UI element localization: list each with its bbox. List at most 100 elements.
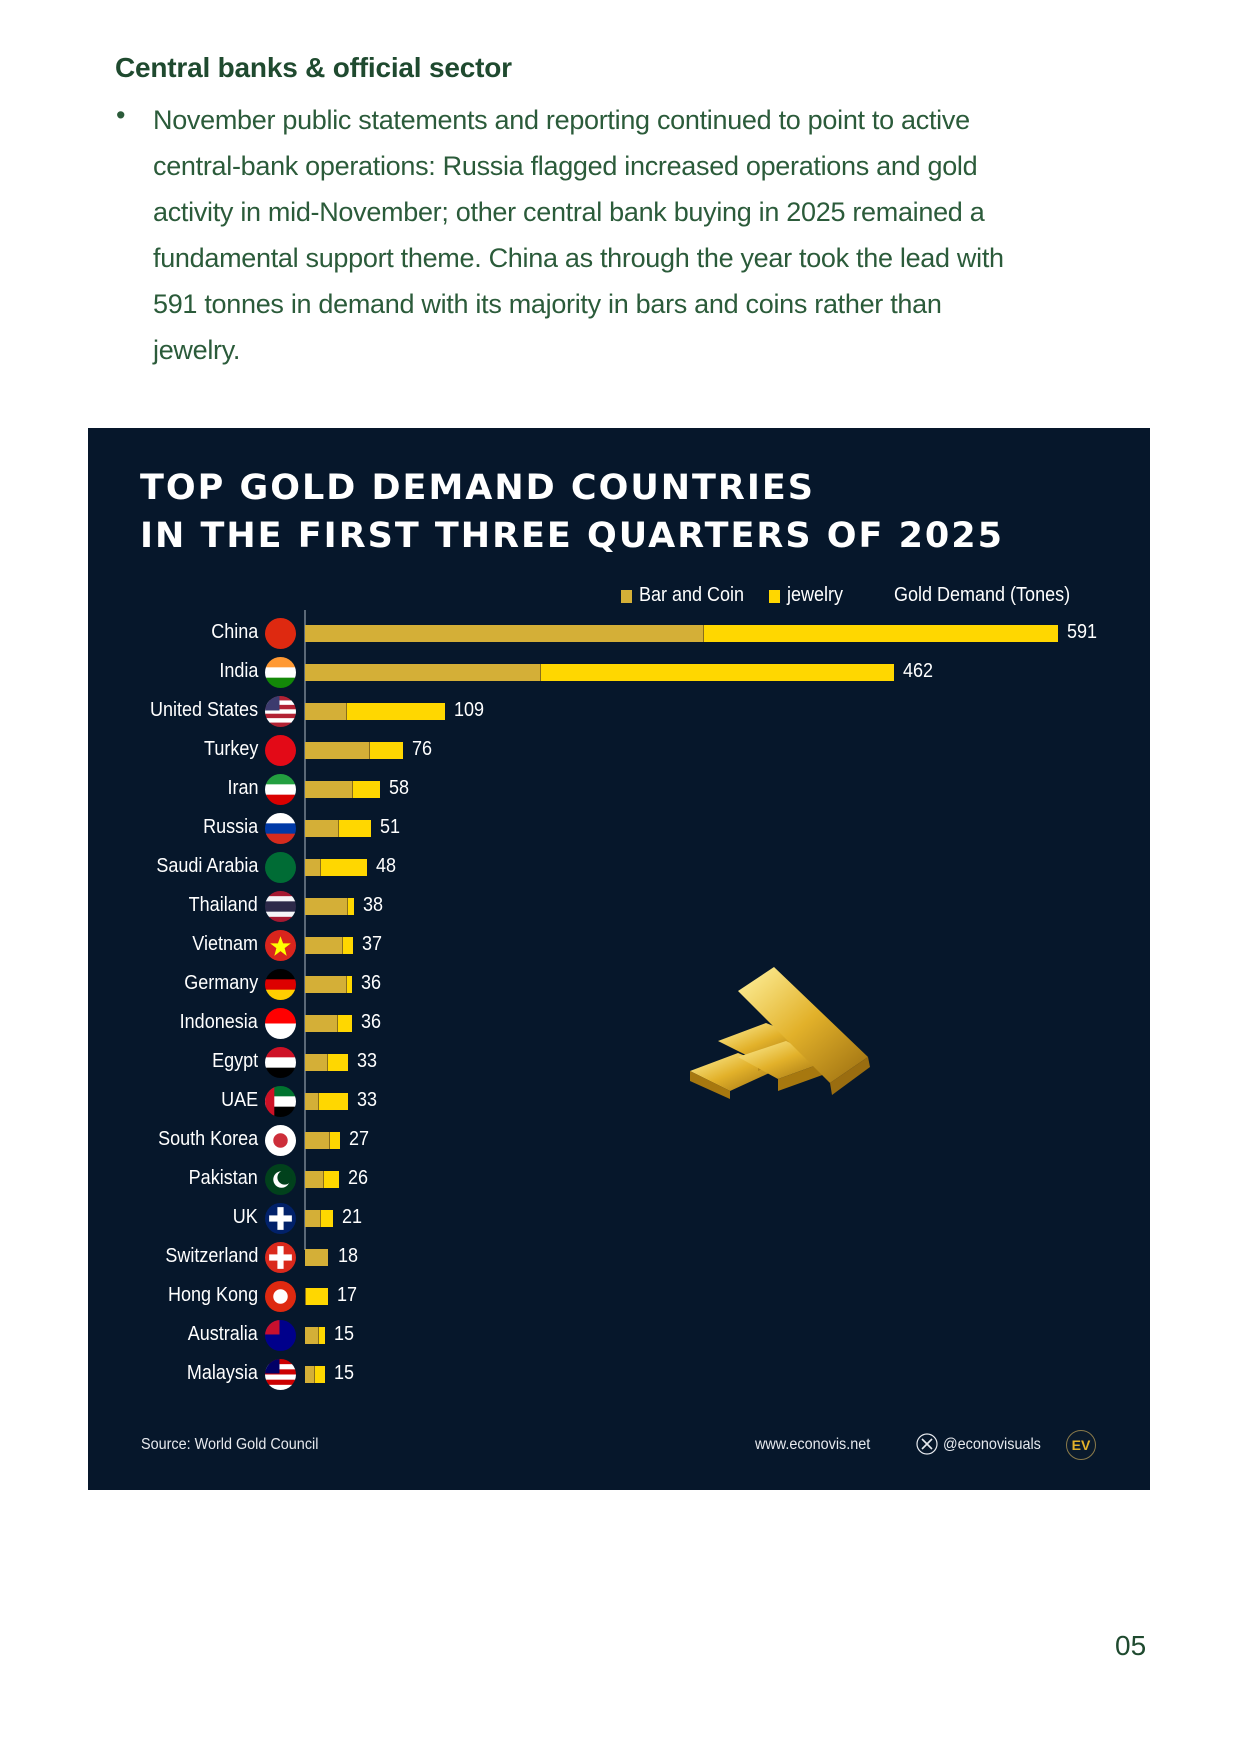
bar-segment-jewelry <box>368 742 403 759</box>
flag-germany-icon <box>265 969 296 1000</box>
bar-segment-jewelry <box>320 859 368 876</box>
total-value-label: 591 <box>1067 621 1098 643</box>
total-value-label: 76 <box>411 738 432 760</box>
bar-segment-jewelry <box>326 1054 348 1071</box>
flag-uk-icon <box>265 1203 296 1234</box>
total-value-label: 38 <box>363 894 384 916</box>
bar-segment-bar-and-coin <box>305 976 346 993</box>
legend-label-jewelry: jewelry <box>787 584 844 606</box>
bar-segment-bar-and-coin <box>305 1054 327 1071</box>
total-value-label: 26 <box>348 1167 369 1189</box>
x-twitter-icon <box>916 1433 938 1455</box>
category-label: United States <box>149 699 258 721</box>
category-label: Iran <box>226 777 258 799</box>
bar-segment-jewelry <box>345 703 445 720</box>
total-value-label: 58 <box>388 777 409 799</box>
category-label: UK <box>232 1206 258 1228</box>
gold-bars-image <box>690 967 870 1099</box>
total-value-label: 51 <box>379 816 400 838</box>
bar-segment-jewelry <box>317 1327 326 1344</box>
bar-segment-bar-and-coin <box>305 898 347 915</box>
category-label: Malaysia <box>186 1362 258 1384</box>
flag-pakistan-icon <box>265 1164 296 1195</box>
bar-segment-jewelry <box>703 625 1058 642</box>
bar-segment-bar-and-coin <box>305 703 346 720</box>
flag-vietnam-icon <box>265 930 296 961</box>
bar-segment-jewelry <box>352 781 380 798</box>
bar-segment-bar-and-coin <box>305 1327 318 1344</box>
page-number: 05 <box>1115 1630 1147 1661</box>
total-value-label: 33 <box>356 1050 378 1072</box>
flag-india-icon <box>265 657 296 688</box>
total-value-label: 36 <box>360 972 381 994</box>
bar-segment-bar-and-coin <box>305 781 353 798</box>
category-label: Egypt <box>211 1050 258 1072</box>
bar-segment-jewelry <box>317 1093 348 1110</box>
para-line: central-bank operations: Russia flagged … <box>153 151 978 181</box>
legend-swatch-bar-and-coin <box>621 590 632 603</box>
flag-china-icon <box>265 618 296 649</box>
total-value-label: 18 <box>337 1245 358 1267</box>
total-value-label: 109 <box>453 699 484 721</box>
bar-segment-bar-and-coin <box>305 1093 318 1110</box>
flag-russia-icon <box>265 813 296 844</box>
flag-hong-kong-icon <box>265 1281 296 1312</box>
legend-swatch-jewelry <box>769 590 780 603</box>
category-label: Saudi Arabia <box>155 855 258 877</box>
bar-segment-jewelry <box>346 898 355 915</box>
bullet-paragraph: November public statements and reporting… <box>153 97 1143 373</box>
category-label: UAE <box>220 1089 258 1111</box>
bar-segment-bar-and-coin <box>305 1210 321 1227</box>
category-label: India <box>218 660 258 682</box>
category-label: Indonesia <box>179 1011 258 1033</box>
category-label: Vietnam <box>192 933 258 955</box>
social-handle[interactable]: @econovisuals <box>943 1436 1041 1453</box>
bullet-marker: • <box>116 100 126 130</box>
econovis-logo: EV <box>1066 1430 1096 1460</box>
para-line: 591 tonnes in demand with its majority i… <box>153 289 942 319</box>
bar-segment-bar-and-coin <box>305 1249 328 1266</box>
category-label: South Korea <box>157 1128 258 1150</box>
para-line: fundamental support theme. China as thro… <box>153 243 1004 273</box>
value-header: Gold Demand (Tones) <box>894 584 1071 606</box>
bar-segment-jewelry <box>338 820 371 837</box>
bar-segment-bar-and-coin <box>305 859 321 876</box>
bar-segment-bar-and-coin <box>305 625 704 642</box>
website-link[interactable]: www.econovis.net <box>755 1436 871 1453</box>
bar-segment-bar-and-coin <box>305 937 342 954</box>
bar-segment-bar-and-coin <box>305 1015 337 1032</box>
total-value-label: 17 <box>336 1284 357 1306</box>
legend-label-bar-and-coin: Bar and Coin <box>639 584 745 606</box>
category-label: Thailand <box>188 894 258 916</box>
para-line: November public statements and reporting… <box>153 105 970 135</box>
category-label: Turkey <box>203 738 258 760</box>
bar-segment-jewelry <box>320 1210 333 1227</box>
flag-switzerland-icon <box>265 1242 296 1273</box>
chart-title-line-2: IN THE FIRST THREE QUARTERS OF 2025 <box>140 516 1004 556</box>
bar-segment-jewelry <box>313 1366 326 1383</box>
y-axis-line <box>304 610 306 1250</box>
bar-segment-bar-and-coin <box>305 1171 323 1188</box>
bar-segment-jewelry <box>345 976 352 993</box>
category-label: Germany <box>183 972 258 994</box>
bar-segment-jewelry <box>322 1171 340 1188</box>
source-note: Source: World Gold Council <box>141 1436 319 1453</box>
flag-united-states-icon <box>265 696 296 727</box>
section-heading: Central banks & official sector <box>115 52 512 83</box>
category-label: Switzerland <box>164 1245 258 1267</box>
total-value-label: 462 <box>902 660 933 682</box>
total-value-label: 15 <box>334 1362 355 1384</box>
bar-segment-jewelry <box>329 1132 341 1149</box>
flag-uae-icon <box>265 1086 296 1117</box>
chart-title-line-1: TOP GOLD DEMAND COUNTRIES <box>140 468 816 508</box>
category-label: Russia <box>202 816 258 838</box>
total-value-label: 21 <box>341 1206 362 1228</box>
bar-segment-bar-and-coin <box>305 820 339 837</box>
total-value-label: 48 <box>376 855 397 877</box>
bar-segment-bar-and-coin <box>305 1132 330 1149</box>
para-line: activity in mid-November; other central … <box>153 197 985 227</box>
bar-segment-jewelry <box>336 1015 352 1032</box>
total-value-label: 36 <box>360 1011 381 1033</box>
category-label: China <box>210 621 258 643</box>
flag-saudi-arabia-icon <box>265 852 296 883</box>
